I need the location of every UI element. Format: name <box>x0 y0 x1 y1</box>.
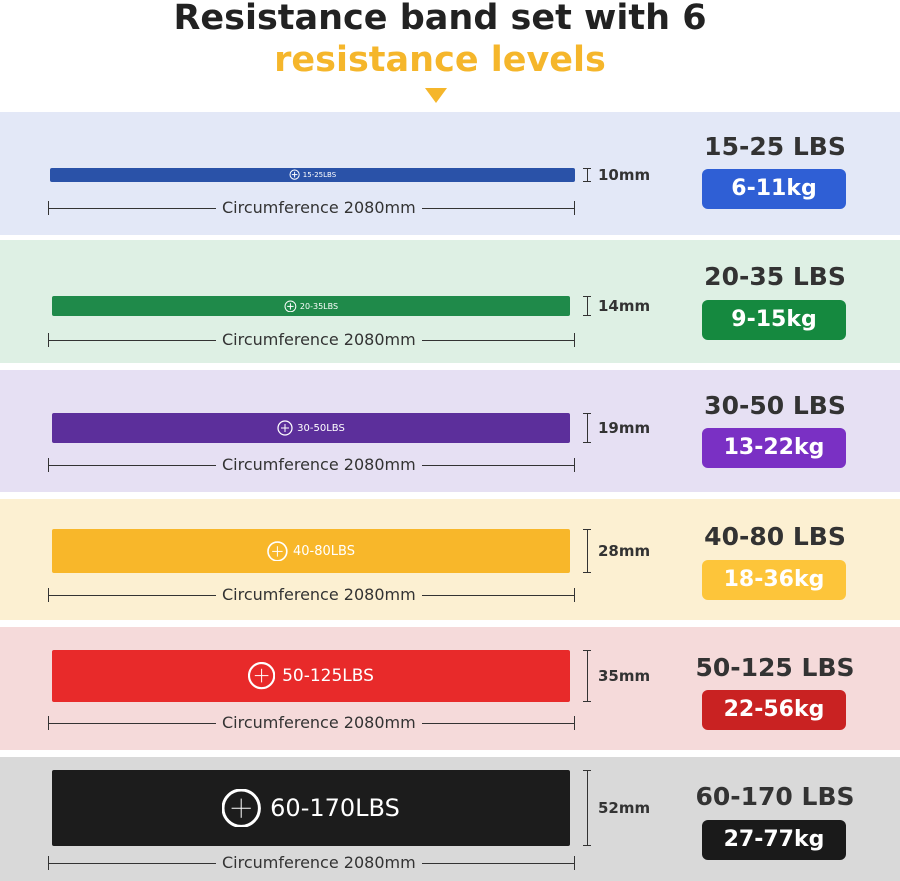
circ-tick <box>574 856 575 870</box>
circumference: Circumference 2080mm <box>216 330 422 350</box>
kg-box: 27-77kg <box>702 820 846 860</box>
width-bracket-line <box>587 413 588 443</box>
arrow <box>425 88 447 103</box>
band-icon <box>277 420 293 436</box>
band: 20-35LBS <box>52 296 570 316</box>
band: 50-125LBS <box>52 650 570 702</box>
width-bracket-line <box>587 296 588 316</box>
width-label: 19mm <box>598 419 651 437</box>
circ-tick <box>48 458 49 472</box>
width-label: 10mm <box>598 166 651 184</box>
band-icon <box>248 662 276 690</box>
band-icon <box>222 788 261 828</box>
width-bracket-line <box>587 168 588 182</box>
circ-tick <box>48 201 49 215</box>
width-label: 35mm <box>598 667 651 685</box>
kg-box: 9-15kg <box>702 300 846 340</box>
subtitle: resistance levels <box>274 40 606 80</box>
band-label: 40-80LBS <box>293 543 355 559</box>
circumference: Circumference 2080mm <box>216 853 422 873</box>
lbs-label: 20-35 LBS <box>704 262 846 291</box>
kg-box: 6-11kg <box>702 169 846 209</box>
width-label: 14mm <box>598 297 651 315</box>
circ-tick <box>574 333 575 347</box>
lbs-label: 30-50 LBS <box>704 391 846 420</box>
band: 15-25LBS <box>50 168 575 182</box>
circumference: Circumference 2080mm <box>216 585 422 605</box>
band-icon <box>267 540 288 562</box>
band-label: 15-25LBS <box>302 171 337 179</box>
circ-tick <box>48 856 49 870</box>
width-bracket-line <box>587 529 588 573</box>
circ-tick <box>574 458 575 472</box>
circ-tick <box>574 716 575 730</box>
band-label: 50-125LBS <box>282 666 374 686</box>
kg-box: 18-36kg <box>702 560 846 600</box>
lbs-label: 40-80 LBS <box>704 522 846 551</box>
circ-tick <box>48 333 49 347</box>
width-bracket-line <box>587 650 588 702</box>
kg-box: 13-22kg <box>702 428 846 468</box>
band: 60-170LBS <box>52 770 570 846</box>
width-bracket-line <box>587 770 588 846</box>
circumference: Circumference 2080mm <box>216 455 422 475</box>
band: 30-50LBS <box>52 413 570 443</box>
lbs-label: 60-170 LBS <box>695 782 855 811</box>
band-icon <box>289 169 300 181</box>
title: Resistance band set with 6 <box>173 0 707 38</box>
circ-tick <box>574 201 575 215</box>
band-icon <box>284 300 297 312</box>
band-label: 30-50LBS <box>297 422 345 434</box>
width-label: 28mm <box>598 542 651 560</box>
circ-tick <box>574 588 575 602</box>
circumference: Circumference 2080mm <box>216 713 422 733</box>
width-label: 52mm <box>598 799 651 817</box>
circ-tick <box>48 588 49 602</box>
circ-tick <box>48 716 49 730</box>
band-label: 20-35LBS <box>299 301 339 311</box>
circumference: Circumference 2080mm <box>216 198 422 218</box>
lbs-label: 15-25 LBS <box>704 132 846 161</box>
band-label: 60-170LBS <box>270 794 400 822</box>
lbs-label: 50-125 LBS <box>695 653 855 682</box>
kg-box: 22-56kg <box>702 690 846 730</box>
band: 40-80LBS <box>52 529 570 573</box>
